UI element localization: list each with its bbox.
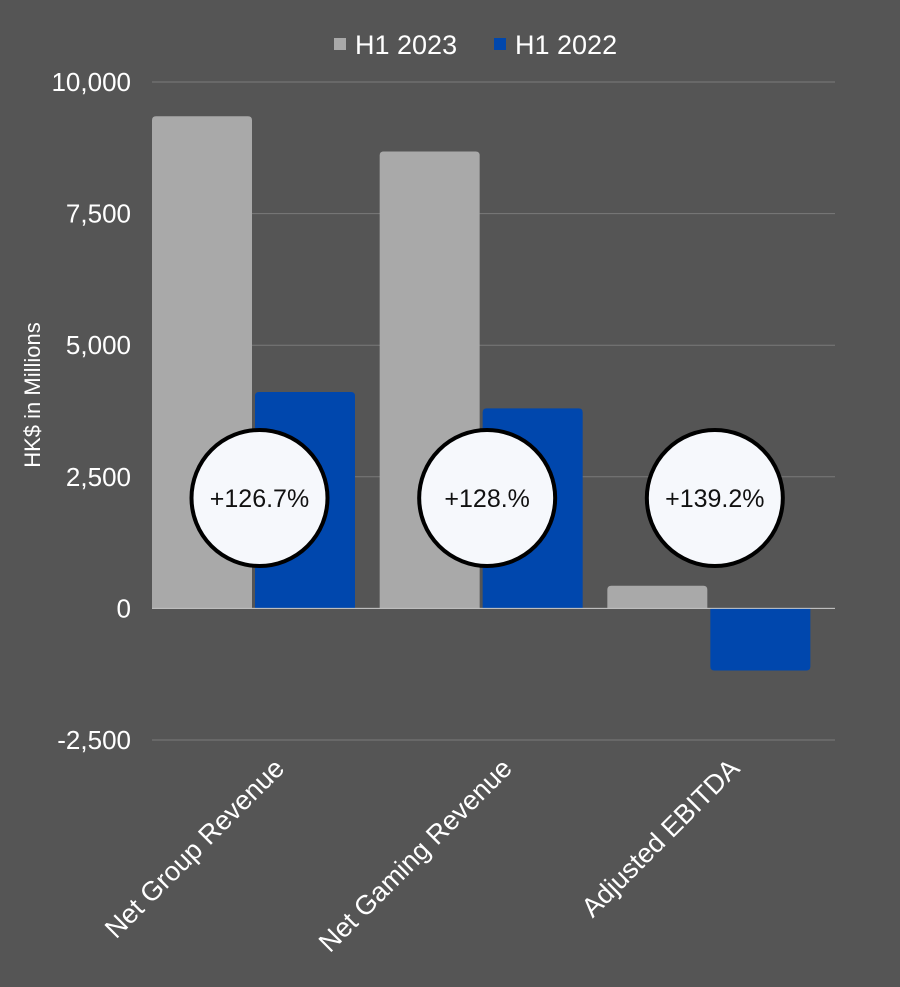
- y-tick-label: 10,000: [51, 67, 131, 97]
- y-tick-label: 7,500: [66, 199, 131, 229]
- y-axis-title: HK$ in Millions: [20, 322, 45, 468]
- legend-label: H1 2023: [355, 30, 457, 60]
- legend-swatch: [494, 38, 506, 50]
- bars: [152, 116, 835, 671]
- x-category-label: Adjusted EBITDA: [576, 753, 746, 923]
- change-badge-label: +139.2%: [665, 485, 764, 513]
- change-badges: +126.7% +128.% +139.2%: [189, 428, 785, 568]
- y-tick-label: 5,000: [66, 330, 131, 360]
- bar-h1-2023: [607, 585, 708, 609]
- bar-h1-2022: [710, 608, 811, 671]
- x-category-label: Net Group Revenue: [99, 753, 290, 944]
- legend-item-h1-2023[interactable]: H1 2023: [334, 30, 457, 60]
- change-badge-label: +126.7%: [210, 485, 309, 513]
- y-tick-label: 2,500: [66, 462, 131, 492]
- change-badge: [644, 428, 785, 568]
- legend-label: H1 2022: [515, 30, 617, 60]
- change-badge: [417, 428, 558, 568]
- change-badge: [189, 428, 330, 568]
- y-tick-label: -2,500: [57, 725, 131, 755]
- legend-swatch: [334, 38, 346, 50]
- x-category-label: Net Gaming Revenue: [313, 753, 518, 958]
- y-tick-label: 0: [117, 593, 131, 623]
- legend-item-h1-2022[interactable]: H1 2022: [494, 30, 617, 60]
- x-axis-category-labels: Net Group Revenue Net Gaming Revenue Adjus…: [99, 753, 745, 958]
- legend[interactable]: H1 2023 H1 2022: [334, 30, 617, 60]
- change-badge-label: +128.%: [444, 485, 530, 513]
- y-axis-tick-labels: -2,500 0 2,500 5,000 7,500 10,000: [51, 67, 131, 755]
